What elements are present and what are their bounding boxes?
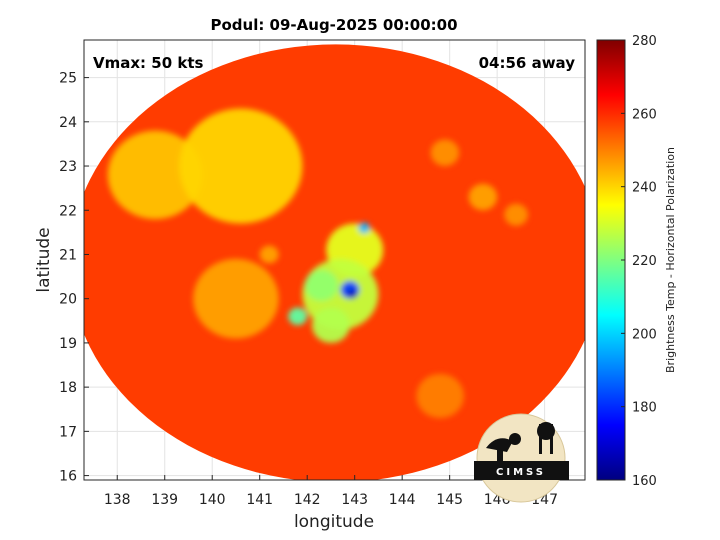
y-tick-label: 22 (59, 203, 77, 219)
tb-feature (193, 258, 279, 339)
cimss-logo: CIMSS (474, 413, 569, 503)
colorbar-tick-label: 260 (632, 107, 657, 122)
chart-title: Podul: 09-Aug-2025 00:00:00 (210, 16, 457, 34)
time-offset-annotation: 04:56 away (479, 54, 576, 72)
logo-tower-leg (539, 424, 542, 454)
colorbar-tick-label: 200 (632, 327, 657, 342)
convection-features (107, 108, 529, 419)
y-tick-label: 25 (59, 71, 77, 87)
colorbar-tick-label: 220 (632, 254, 657, 269)
logo-dish-small (509, 433, 521, 445)
colorbar-tick-label: 160 (632, 474, 657, 489)
vmax-annotation: Vmax: 50 kts (93, 54, 203, 72)
tb-feature (358, 222, 370, 234)
y-axis-label: latitude (34, 227, 54, 292)
logo-banner (474, 461, 569, 480)
x-axis-label: longitude (294, 512, 374, 532)
logo-tower-leg (550, 424, 553, 454)
x-tick-label: 144 (389, 492, 416, 508)
axes-frame (83, 39, 586, 481)
colorbar-tick-label: 240 (632, 181, 657, 196)
tb-feature (288, 307, 308, 326)
x-tick-label: 140 (199, 492, 226, 508)
x-tick-label: 142 (294, 492, 321, 508)
x-tick-label: 139 (151, 492, 178, 508)
y-tick-label: 16 (59, 469, 77, 485)
y-tick-label: 24 (59, 115, 77, 131)
x-tick-label: 138 (104, 492, 131, 508)
colorbar-ticks: 160 180 200 220 240 260 280 (621, 34, 657, 489)
y-tick-label: 19 (59, 336, 77, 352)
y-tick-label: 17 (59, 424, 77, 440)
y-tick-label: 20 (59, 292, 77, 308)
y-tick-label: 23 (59, 159, 77, 175)
tb-feature (107, 130, 203, 220)
logo-satellite-dish (486, 438, 513, 452)
y-tick-label: 21 (59, 247, 77, 263)
colorbar (596, 39, 626, 481)
tb-feature (304, 269, 339, 301)
x-tick-label: 143 (341, 492, 368, 508)
colorbar-tick-label: 280 (632, 34, 657, 49)
colorbar-label: Brightness Temp - Horizontal Polarizatio… (664, 147, 677, 373)
y-axis-ticks: 16 17 18 19 20 21 22 23 24 25 (59, 71, 89, 485)
logo-dish-stand (497, 449, 503, 462)
tb-feature (311, 307, 350, 343)
y-tick-label: 18 (59, 380, 77, 396)
tb-feature (259, 245, 279, 264)
x-tick-label: 145 (436, 492, 463, 508)
tb-feature (178, 108, 303, 224)
x-tick-label: 141 (246, 492, 273, 508)
tb-feature (430, 139, 460, 167)
logo-water-tower (537, 422, 555, 440)
tb-feature (416, 373, 464, 419)
tb-feature (347, 289, 358, 299)
brightness-temperature-swath (84, 44, 585, 480)
x-axis-ticks: 138 139 140 141 142 143 144 145 146 147 (104, 475, 558, 508)
logo-text: CIMSS (496, 467, 546, 478)
colorbar-tick-label: 180 (632, 401, 657, 416)
tb-feature (468, 183, 498, 211)
tb-feature (504, 203, 529, 226)
